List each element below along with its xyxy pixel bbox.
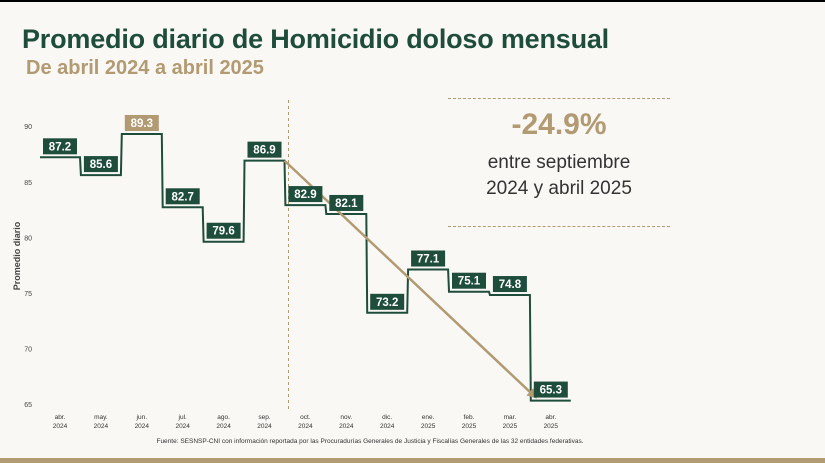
y-axis: 65 70 75 80 85 90 (24, 124, 32, 409)
data-label-box (247, 141, 282, 158)
trend-arrow (283, 159, 537, 399)
data-label: 82.1 (335, 198, 358, 210)
x-tick-month: ago. (217, 414, 230, 421)
x-tick-month: dic. (382, 414, 392, 421)
x-tick-year: 2024 (257, 423, 272, 430)
x-tick-month: ene. (422, 414, 435, 421)
data-label: 65.3 (540, 385, 562, 397)
x-tick-year: 2024 (94, 423, 109, 430)
callout-text-line-1: entre septiembre (487, 152, 631, 173)
y-tick-label: 80 (24, 235, 32, 242)
data-label-box (83, 156, 118, 173)
x-tick-year: 2024 (298, 423, 313, 430)
data-label-box (124, 114, 159, 131)
data-label: 82.9 (294, 189, 316, 201)
x-tick-month: oct. (300, 414, 311, 421)
data-label-box (329, 194, 364, 211)
y-axis-label: Promedio diario (12, 221, 22, 290)
x-axis: abr. 2024 may. 2024 jun. 2024 jul. 2024 ago. 2024… (53, 414, 559, 430)
x-tick-year: 2025 (503, 423, 518, 430)
chart-title: Promedio diario de Homicidio doloso mens… (22, 24, 609, 54)
x-tick-month: jun. (136, 414, 148, 421)
x-tick-year: 2024 (216, 423, 231, 430)
y-tick-label: 70 (24, 346, 32, 353)
x-tick-year: 2025 (421, 423, 436, 430)
callout-top-rule (448, 98, 670, 99)
x-tick-year: 2024 (135, 423, 150, 430)
x-tick-year: 2024 (339, 423, 354, 430)
data-label-box (370, 293, 405, 310)
data-label: 89.3 (131, 118, 153, 130)
x-tick-year: 2025 (462, 423, 477, 430)
data-label-box (452, 272, 486, 289)
chart-subtitle: De abril 2024 a abril 2025 (26, 57, 264, 79)
data-label-box (492, 276, 527, 293)
data-label: 73.2 (376, 297, 398, 309)
x-tick-month: mar. (504, 414, 517, 421)
data-label: 79.6 (212, 226, 234, 238)
data-label-box (165, 188, 200, 205)
x-tick-month: abr. (55, 414, 66, 421)
data-label-box (43, 138, 77, 155)
data-label: 87.2 (49, 141, 71, 153)
y-tick-label: 90 (24, 124, 32, 131)
source-note: Fuente: SESNSP-CNI con información repor… (156, 438, 584, 445)
callout-bottom-rule (448, 226, 670, 227)
data-labels: 87.2 85.6 89.3 82.7 79.6 86.9 82.9 82.1 73.2 77.1… (43, 114, 568, 398)
series-step-line (40, 133, 571, 402)
y-tick-label: 65 (24, 402, 32, 409)
bottom-accent-bar (0, 458, 825, 463)
x-tick-month: sep. (258, 414, 270, 421)
y-tick-label: 75 (24, 291, 32, 298)
x-tick-year: 2024 (175, 423, 190, 430)
data-label-box (206, 222, 241, 239)
data-label: 77.1 (417, 253, 440, 265)
data-label: 86.9 (253, 145, 275, 157)
y-tick-label: 85 (24, 180, 32, 187)
x-tick-month: nov. (340, 414, 352, 421)
data-label-box (288, 186, 323, 203)
data-label: 75.1 (458, 276, 481, 288)
data-label: 85.6 (90, 159, 112, 171)
x-tick-month: jul. (178, 414, 188, 421)
x-tick-month: may. (94, 414, 108, 421)
data-label-box (533, 381, 568, 398)
x-tick-month: feb. (464, 414, 475, 421)
callout-description: entre septiembre 2024 y abril 2025 (448, 150, 670, 202)
data-label-box (411, 250, 446, 267)
x-tick-year: 2024 (380, 423, 395, 430)
data-label: 82.7 (172, 191, 194, 203)
x-tick-year: 2024 (53, 423, 68, 430)
data-label: 74.8 (499, 279, 522, 291)
callout-text-line-2: 2024 y abril 2025 (486, 178, 632, 199)
x-tick-month: abr. (545, 414, 556, 421)
x-tick-year: 2025 (544, 423, 559, 430)
callout-percent: -24.9% (511, 108, 607, 141)
